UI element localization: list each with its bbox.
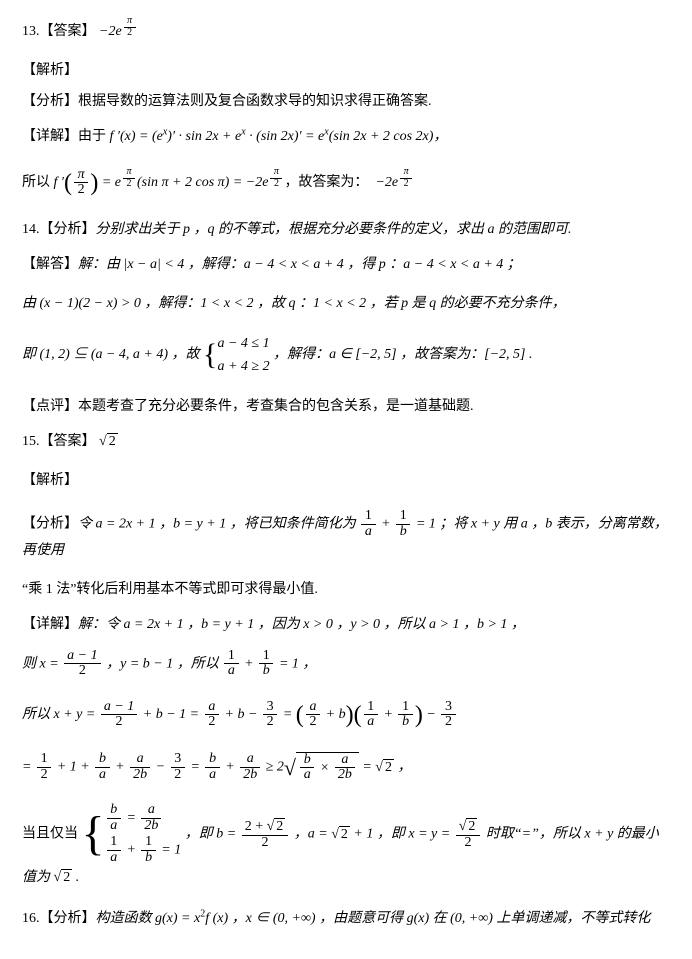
q13-fenxi: 【分析】根据导数的运算法则及复合函数求导的知识求得正确答案. bbox=[22, 91, 670, 112]
ans-math: −2e bbox=[99, 24, 122, 39]
q15-xj-5: 当且仅当 { ba = a2b 1a + 1b = 1 ，即 b = 2 + √… bbox=[22, 802, 670, 888]
q15-fenxi-2: “乘 1 法”转化后利用基本不等式即可求得最小值. bbox=[22, 579, 670, 600]
q13-xiangjie-1: 【详解】由于 f ′(x) = (ex)′ · sin 2x + ex · (s… bbox=[22, 126, 670, 147]
q15-fenxi-1: 【分析】令 a = 2x + 1 ，b = y + 1 ，将已知条件简化为 1a… bbox=[22, 509, 670, 560]
q15-xj-1: 【详解】解：令 a = 2x + 1 ，b = y + 1 ，因为 x > 0 … bbox=[22, 614, 670, 635]
q16-fenxi: 16.【分析】构造函数 g(x) = x2f (x) ，x ∈ (0, +∞) … bbox=[22, 908, 670, 929]
q15-jiexi: 【解析】 bbox=[22, 470, 670, 491]
q14-jieda-1: 【解答】解：由 |x − a| < 4 ，解得：a − 4 < x < a + … bbox=[22, 254, 670, 275]
q14-fenxi: 14.【分析】分别求出关于 p ，q 的不等式，根据充分必要条件的定义，求出 a… bbox=[22, 219, 670, 240]
label: 【详解】 bbox=[22, 129, 78, 144]
label: 13.【答案】 bbox=[22, 24, 96, 39]
q14-jieda-2: 由 (x − 1)(2 − x) > 0 ，解得：1 < x < 2 ，故 q … bbox=[22, 293, 670, 314]
label: 14.【分析】 bbox=[22, 222, 96, 237]
q13-xiangjie-2: 所以 f ′(π2) = eπ2(sin π + 2 cos π) = −2eπ… bbox=[22, 165, 670, 201]
q15-answer: 15.【答案】 √2 bbox=[22, 431, 670, 452]
q14-dianping: 【点评】本题考查了充分必要条件，考查集合的包含关系，是一道基础题. bbox=[22, 396, 670, 417]
q15-xj-2: 则 x = a − 12 ，y = b − 1 ，所以 1a + 1b = 1 … bbox=[22, 649, 670, 679]
q14-jieda-3: 即 (1, 2) ⊆ (a − 4, a + 4) ，故 {a − 4 ≤ 1a… bbox=[22, 332, 670, 378]
label: 【分析】 bbox=[22, 94, 78, 109]
text: 根据导数的运算法则及复合函数求导的知识求得正确答案. bbox=[78, 94, 432, 109]
q15-xj-3: 所以 x + y = a − 12 + b − 1 = a2 + b − 32 … bbox=[22, 697, 670, 733]
q13-jiexi: 【解析】 bbox=[22, 60, 670, 81]
q15-xj-4: = 12 + 1 + ba + a2b − 32 = ba + a2b ≥ 2√… bbox=[22, 751, 670, 784]
q13-answer: 13.【答案】 −2eπ2 bbox=[22, 16, 670, 42]
